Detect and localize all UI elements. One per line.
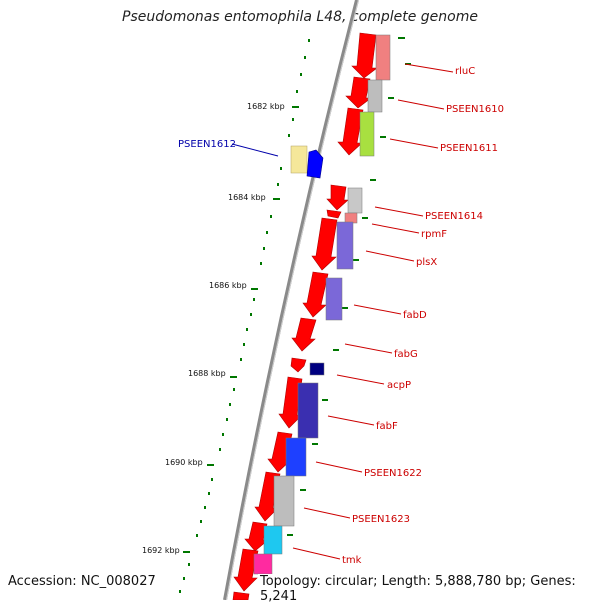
cog-box: [325, 277, 343, 321]
gene-label: fabF: [376, 421, 398, 432]
kbp-label: 1684 kbp: [228, 193, 266, 202]
gene-label: PSEEN1614: [425, 211, 483, 222]
gene-label: tmk: [342, 555, 362, 566]
kbp-label: 1688 kbp: [188, 369, 226, 378]
gene-arrow: [311, 217, 338, 271]
kbp-label: 1690 kbp: [165, 458, 203, 467]
cog-boxes: [253, 34, 391, 575]
gene-arrow: [306, 149, 324, 179]
kbp-label: 1692 kbp: [142, 546, 180, 555]
reverse-gene-pseen1612: [290, 145, 324, 179]
cog-box: [309, 362, 325, 376]
gene-labels: rluC PSEEN1610 PSEEN1611 PSEEN1612 PSEEN…: [178, 66, 504, 566]
cog-box: [375, 34, 391, 81]
gene-arrow: [232, 591, 250, 600]
gene-arrow: [326, 209, 342, 219]
gene-arrow: [351, 32, 378, 79]
outer-tick-row: [179, 39, 310, 593]
gene-label: rpmF: [421, 229, 447, 240]
backbone-arc-highlight: [226, 0, 359, 600]
major-ticks: [183, 106, 299, 553]
cog-box: [347, 187, 363, 214]
label-leaders: [231, 63, 454, 560]
gene-label: fabG: [394, 349, 418, 360]
gene-label: PSEEN1611: [440, 143, 498, 154]
topology-text: Topology: circular; Length: 5,888,780 bp…: [258, 574, 600, 604]
cog-box: [290, 145, 308, 174]
map-title: Pseudomonas entomophila L48, complete ge…: [122, 9, 478, 25]
gene-label: fabD: [403, 310, 427, 321]
gene-arrow: [337, 107, 364, 156]
gene-label: PSEEN1623: [352, 514, 410, 525]
gene-label: plsX: [416, 257, 437, 268]
gene-arrow: [291, 317, 317, 352]
gene-label: PSEEN1612: [178, 139, 236, 150]
kbp-label: 1682 kbp: [247, 102, 285, 111]
cog-box: [336, 221, 354, 270]
cog-box: [344, 212, 358, 224]
kbp-label: 1686 kbp: [209, 281, 247, 290]
gene-arrow: [326, 184, 349, 211]
gene-arrow: [290, 357, 307, 373]
kbp-labels: 1682 kbp 1684 kbp 1686 kbp 1688 kbp 1690…: [142, 102, 285, 555]
cog-box: [263, 525, 283, 555]
cog-box: [367, 79, 383, 113]
gene-label: acpP: [387, 380, 411, 391]
gene-label: rluC: [455, 66, 475, 77]
gene-label: PSEEN1622: [364, 468, 422, 479]
accession-text: Accession: NC_008027: [6, 574, 158, 589]
gene-arrow: [302, 271, 329, 318]
gene-arrow: [345, 76, 372, 109]
backbone-arc: [223, 0, 359, 600]
cog-box: [253, 553, 273, 575]
gene-label: PSEEN1610: [446, 104, 504, 115]
cog-box: [285, 437, 307, 477]
cog-box: [273, 475, 295, 527]
cog-box: [297, 382, 319, 439]
cog-box: [359, 111, 375, 157]
inner-tick-row: [287, 37, 411, 536]
